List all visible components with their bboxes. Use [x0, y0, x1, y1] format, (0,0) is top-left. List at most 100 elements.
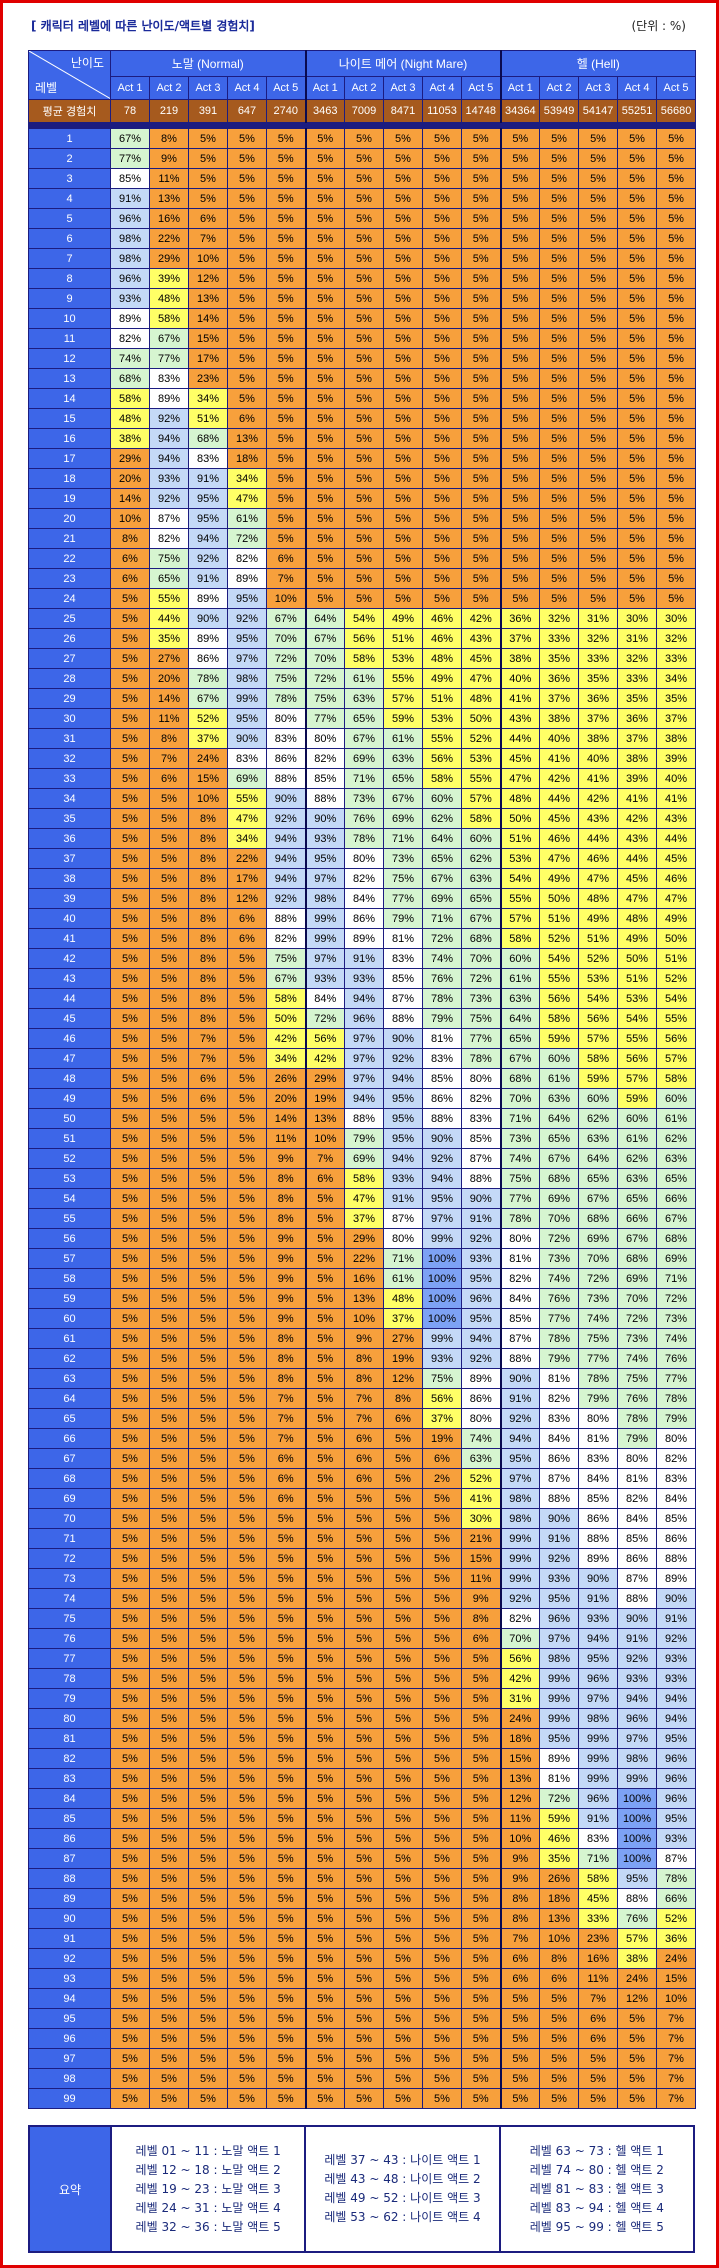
percent-cell: 5%	[383, 488, 423, 509]
percent-cell: 24%	[188, 748, 228, 769]
percent-cell: 8%	[149, 728, 189, 749]
level-row: 97 5% 5% 5% 5% 5% 5% 5% 5% 5% 5% 5% 5% 5% 5% 7%	[28, 2048, 697, 2069]
percent-cell: 2%	[422, 1468, 462, 1489]
percent-cell: 5%	[227, 1168, 267, 1189]
percent-cell: 5%	[188, 2008, 228, 2029]
percent-cell: 14%	[149, 688, 189, 709]
percent-cell: 5%	[578, 468, 619, 489]
percent-cell: 56%	[539, 988, 580, 1009]
percent-cell: 5%	[149, 1048, 189, 1069]
percent-cell: 71%	[656, 1268, 697, 1289]
percent-cell: 48%	[578, 888, 619, 909]
percent-cell: 5%	[344, 148, 384, 169]
percent-cell: 58%	[656, 1068, 697, 1089]
percent-cell: 96%	[656, 1788, 697, 1809]
percent-cell: 5%	[110, 728, 150, 749]
percent-cell: 47%	[499, 768, 541, 789]
percent-cell: 75%	[617, 1368, 658, 1389]
percent-cell: 65%	[344, 708, 384, 729]
level-row: 20 10% 87% 95% 61% 5% 5% 5% 5% 5% 5% 5% 5% 5% 5% 5%	[28, 508, 697, 529]
level-cell: 5	[28, 208, 111, 229]
percent-cell: 82%	[656, 1448, 697, 1469]
percent-cell: 13%	[344, 1288, 384, 1309]
percent-cell: 5%	[149, 1168, 189, 1189]
percent-cell: 65%	[656, 1168, 697, 1189]
percent-cell: 41%	[539, 748, 580, 769]
level-cell: 76	[28, 1628, 111, 1649]
percent-cell: 5%	[266, 168, 306, 189]
summary-line: 레벨 01 ~ 11 : 노말 액트 1	[135, 2143, 281, 2158]
percent-cell: 8%	[188, 868, 228, 889]
percent-cell: 5%	[344, 1848, 384, 1869]
percent-cell: 50%	[656, 928, 697, 949]
percent-cell: 72%	[539, 1228, 580, 1249]
percent-cell: 5%	[227, 228, 267, 249]
percent-cell: 5%	[422, 1788, 462, 1809]
level-cell: 20	[28, 508, 111, 529]
percent-cell: 37%	[344, 1208, 384, 1229]
percent-cell: 5%	[304, 168, 345, 189]
percent-cell: 81%	[383, 928, 423, 949]
level-row: 74 5% 5% 5% 5% 5% 5% 5% 5% 5% 9% 92% 95% 91% 88% 90%	[28, 1588, 697, 1609]
percent-cell: 5%	[499, 468, 541, 489]
percent-cell: 57%	[499, 908, 541, 929]
percent-cell: 5%	[578, 368, 619, 389]
percent-cell: 5%	[227, 2068, 267, 2089]
percent-cell: 5%	[304, 428, 345, 449]
percent-cell: 69%	[578, 1228, 619, 1249]
percent-cell: 5%	[266, 1848, 306, 1869]
percent-cell: 5%	[110, 1928, 150, 1949]
level-row: 55 5% 5% 5% 5% 8% 5% 37% 87% 97% 91% 78% 70% 68% 66% 67…	[28, 1208, 697, 1229]
percent-cell: 5%	[188, 1208, 228, 1229]
percent-cell: 5%	[227, 368, 267, 389]
percent-cell: 38%	[110, 428, 150, 449]
percent-cell: 100%	[617, 1848, 658, 1869]
percent-cell: 7%	[149, 748, 189, 769]
percent-cell: 5%	[383, 1568, 423, 1589]
percent-cell: 5%	[188, 1788, 228, 1809]
percent-cell: 97%	[304, 868, 345, 889]
level-cell: 86	[28, 1828, 111, 1849]
percent-cell: 83%	[578, 1828, 619, 1849]
percent-cell: 5%	[266, 1588, 306, 1609]
percent-cell: 5%	[383, 208, 423, 229]
percent-cell: 5%	[227, 1248, 267, 1269]
percent-cell: 5%	[656, 268, 697, 289]
percent-cell: 42%	[304, 1048, 345, 1069]
percent-cell: 5%	[499, 508, 541, 529]
percent-cell: 8%	[383, 1388, 423, 1409]
level-cell: 18	[28, 468, 111, 489]
percent-cell: 16%	[149, 208, 189, 229]
percent-cell: 99%	[539, 1668, 580, 1689]
level-cell: 65	[28, 1408, 111, 1429]
percent-cell: 5%	[266, 1928, 306, 1949]
level-row: 56 5% 5% 5% 5% 9% 5% 29% 80% 99% 92% 80% 72% 69% 67% 68…	[28, 1228, 697, 1249]
percent-cell: 16%	[578, 1948, 619, 1969]
level-row: 93 5% 5% 5% 5% 5% 5% 5% 5% 5% 5% 6% 6% 11% 24% 15%	[28, 1968, 697, 1989]
percent-cell: 5%	[617, 408, 658, 429]
percent-cell: 79%	[422, 1008, 462, 1029]
percent-cell: 5%	[227, 328, 267, 349]
percent-cell: 5%	[304, 1948, 345, 1969]
percent-cell: 5%	[383, 1488, 423, 1509]
percent-cell: 99%	[578, 1728, 619, 1749]
level-row: 9 93% 48% 13% 5% 5% 5% 5% 5% 5% 5% 5% 5% 5% 5% 5%	[28, 288, 697, 309]
percent-cell: 70%	[578, 1248, 619, 1269]
percent-cell: 5%	[149, 1988, 189, 2009]
percent-cell: 100%	[422, 1248, 462, 1269]
percent-cell: 96%	[539, 1608, 580, 1629]
percent-cell: 45%	[539, 808, 580, 829]
percent-cell: 5%	[227, 1468, 267, 1489]
percent-cell: 15%	[188, 328, 228, 349]
percent-cell: 80%	[460, 1408, 502, 1429]
percent-cell: 5%	[110, 1008, 150, 1029]
percent-cell: 5%	[110, 1068, 150, 1089]
percent-cell: 5%	[110, 588, 150, 609]
level-cell: 44	[28, 988, 111, 1009]
percent-cell: 100%	[422, 1288, 462, 1309]
percent-cell: 73%	[539, 1248, 580, 1269]
percent-cell: 5%	[227, 1428, 267, 1449]
percent-cell: 5%	[344, 268, 384, 289]
percent-cell: 5%	[656, 528, 697, 549]
percent-cell: 5%	[266, 148, 306, 169]
